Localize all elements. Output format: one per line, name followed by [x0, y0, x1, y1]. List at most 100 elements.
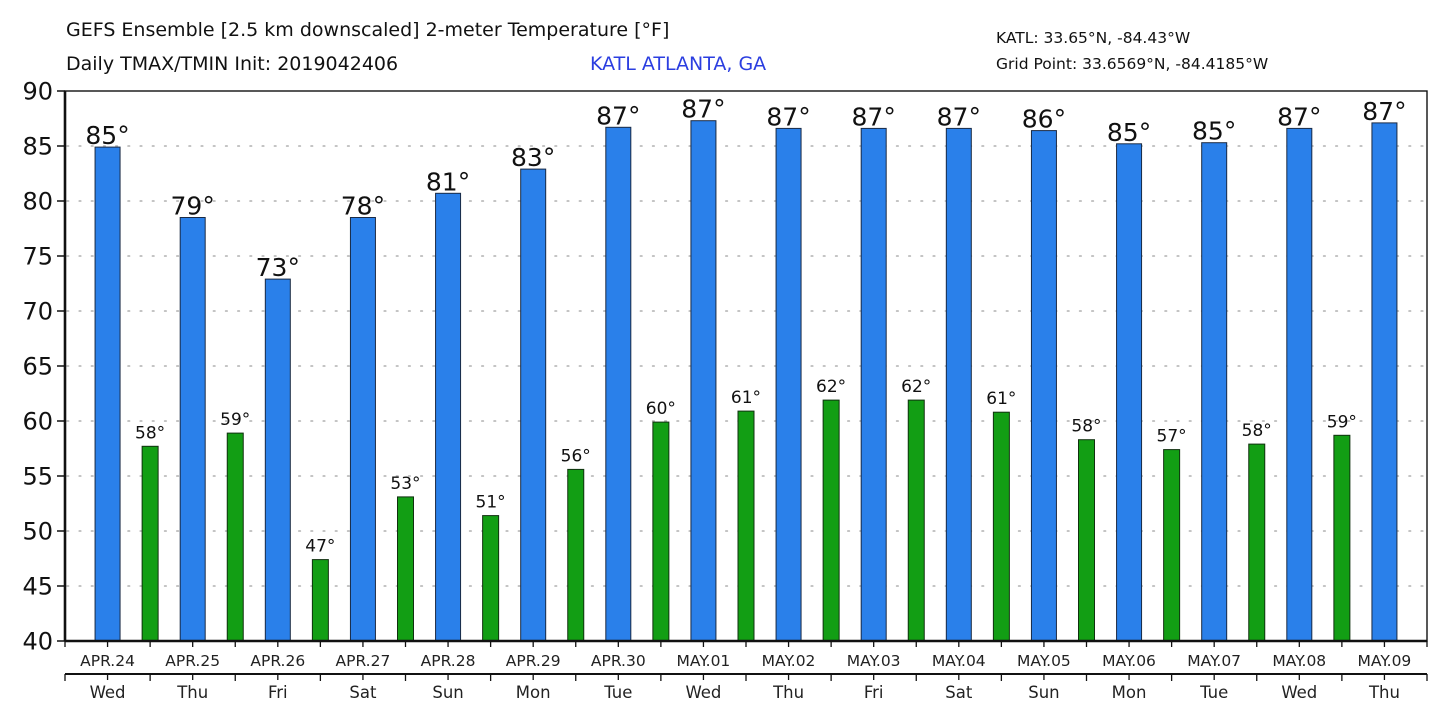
tmin-label: 62° — [816, 377, 846, 397]
tmin-label: 57° — [1157, 427, 1187, 447]
tmin-label: 53° — [390, 474, 420, 494]
tmin-label: 58° — [1242, 421, 1272, 441]
chart-title: GEFS Ensemble [2.5 km downscaled] 2-mete… — [66, 19, 670, 41]
chart-subtitle: Daily TMAX/TMIN Init: 2019042406 — [66, 53, 399, 75]
tmax-label: 85° — [1192, 117, 1236, 146]
data-labels: 85° 79° 73° 78° 81° 83° 87° 87° 87° 87° 87° 86° 85° 8… — [85, 95, 1406, 557]
x-weekday-label: Tue — [1199, 683, 1228, 702]
x-date-label: APR.24 — [80, 652, 135, 670]
y-tick-label: 90 — [22, 78, 53, 106]
tmin-label: 58° — [1071, 417, 1101, 437]
x-date-label: APR.25 — [165, 652, 220, 670]
tmax-bar — [94, 146, 121, 642]
tmax-label: 87° — [681, 95, 725, 124]
x-date-label: MAY.07 — [1187, 652, 1241, 670]
tmin-bar — [1333, 434, 1351, 642]
x-date-label: MAY.09 — [1358, 652, 1412, 670]
y-tick-label: 65 — [22, 353, 53, 381]
axes: 40 45 50 55 60 65 70 75 80 85 90 APR.24 Wed APR.25 Thu… — [22, 78, 1428, 702]
tmax-label: 87° — [852, 102, 896, 131]
x-date-label: MAY.02 — [762, 652, 816, 670]
x-date-label: APR.26 — [250, 652, 305, 670]
tmax-bar — [690, 120, 717, 642]
x-date-label: MAY.03 — [847, 652, 901, 670]
y-tick-label: 80 — [22, 188, 53, 216]
tmin-bar — [567, 468, 585, 642]
tmin-label: 47° — [305, 537, 335, 557]
tmax-label: 87° — [1362, 97, 1406, 126]
tmin-label: 58° — [135, 423, 165, 443]
x-weekday-label: Thu — [1368, 683, 1400, 702]
station-name: KATL ATLANTA, GA — [590, 53, 767, 75]
x-weekday-label: Thu — [176, 683, 208, 702]
y-tick-label: 70 — [22, 298, 53, 326]
tmin-bar — [311, 559, 329, 642]
tmin-label: 61° — [986, 389, 1016, 409]
tmax-label: 87° — [766, 102, 810, 131]
tmax-label: 86° — [1022, 105, 1066, 134]
y-tick-label: 75 — [22, 243, 53, 271]
x-date-label: MAY.06 — [1102, 652, 1156, 670]
x-weekday-label: Mon — [1112, 683, 1147, 702]
tmax-label: 85° — [1107, 118, 1151, 147]
tmin-label: 51° — [476, 493, 506, 513]
tmin-bar — [1163, 449, 1181, 642]
tmin-bar — [992, 411, 1010, 642]
y-tick-label: 45 — [22, 573, 53, 601]
tmin-bar — [1078, 439, 1095, 642]
tmax-label: 87° — [1277, 102, 1321, 131]
tmax-label: 87° — [596, 101, 640, 130]
y-tick-label: 50 — [22, 518, 53, 546]
tmax-label: 78° — [341, 192, 385, 221]
tmin-label: 62° — [901, 377, 931, 397]
station-coordinates: KATL: 33.65°N, -84.43°W — [996, 29, 1191, 47]
tmin-label: 60° — [646, 399, 676, 419]
x-date-label: APR.28 — [421, 652, 476, 670]
x-date-label: APR.30 — [591, 652, 646, 670]
x-date-label: MAY.04 — [932, 652, 986, 670]
tmax-label: 81° — [426, 167, 470, 196]
tmax-label: 85° — [85, 121, 129, 150]
y-tick-label: 40 — [22, 628, 53, 656]
tmax-bar — [605, 126, 632, 642]
tmin-label: 59° — [1327, 412, 1357, 432]
tmax-bar — [349, 217, 376, 642]
tmin-bar — [226, 432, 244, 642]
tmax-label: 83° — [511, 143, 555, 172]
tmin-bar — [1248, 443, 1266, 642]
y-tick-label: 60 — [22, 408, 53, 436]
grid-point-coordinates: Grid Point: 33.6569°N, -84.4185°W — [996, 55, 1269, 73]
tmin-bar — [652, 421, 670, 642]
tmax-bar — [1030, 130, 1057, 642]
tmax-label: 73° — [256, 253, 300, 282]
x-date-label: APR.27 — [336, 652, 391, 670]
x-date-label: APR.29 — [506, 652, 561, 670]
x-weekday-label: Fri — [864, 683, 884, 702]
tmax-label: 79° — [171, 192, 215, 221]
bars — [94, 120, 1398, 642]
x-weekday-label: Wed — [685, 683, 721, 702]
tmin-bar — [397, 496, 414, 642]
tmax-bar — [520, 168, 547, 642]
tmax-bar — [1371, 122, 1398, 642]
x-weekday-label: Sun — [432, 683, 463, 702]
x-weekday-label: Sun — [1028, 683, 1059, 702]
tmin-bar — [482, 515, 500, 642]
x-weekday-label: Wed — [90, 683, 126, 702]
tmin-bar — [737, 410, 755, 642]
x-weekday-label: Wed — [1281, 683, 1317, 702]
tmax-bar — [435, 192, 462, 642]
tmax-bar — [945, 127, 972, 642]
tmax-bar — [860, 127, 887, 642]
tmin-bar — [141, 445, 159, 642]
x-weekday-label: Mon — [516, 683, 551, 702]
x-weekday-label: Sat — [945, 683, 973, 702]
tmin-label: 56° — [561, 446, 591, 466]
x-date-label: MAY.05 — [1017, 652, 1071, 670]
tmin-bar — [822, 399, 840, 642]
tmax-bar — [1116, 143, 1143, 642]
tmax-bar — [264, 278, 291, 642]
tmin-label: 61° — [731, 388, 761, 408]
x-date-label: MAY.08 — [1272, 652, 1326, 670]
